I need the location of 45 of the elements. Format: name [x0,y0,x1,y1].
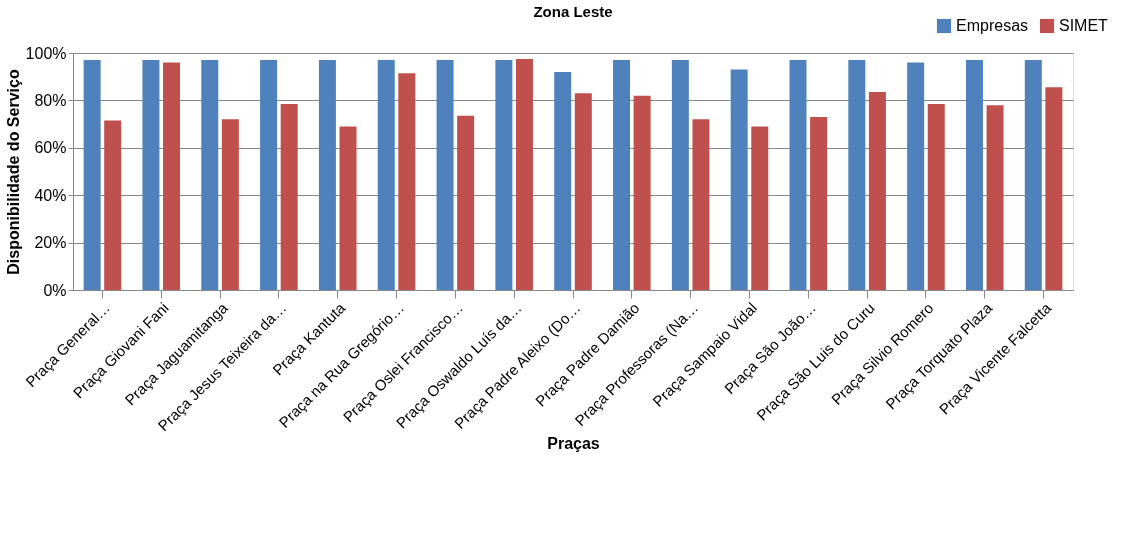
bar [751,126,769,290]
y-tick-label: 100% [25,44,67,62]
x-axis-title: Praças [547,435,600,453]
y-axis-title: Disponibilidade do Serviço [4,69,22,275]
bar [868,92,886,290]
bar [927,103,945,290]
legend-label: Empresas [956,17,1029,34]
bar [83,60,101,290]
bar [318,60,336,290]
bar [104,120,122,290]
y-tick-label: 80% [34,91,67,109]
bar [398,73,416,290]
chart-title: Zona Leste [533,3,613,20]
bar [280,103,298,290]
bar [142,60,160,290]
bar [515,58,533,290]
bar [986,105,1004,290]
bar [810,116,828,290]
bar [574,93,592,290]
bar [260,60,278,290]
bar [1024,60,1042,290]
bar [789,60,807,290]
y-tick-label: 60% [34,139,67,157]
bar [201,60,219,290]
bar [495,60,513,290]
bar [221,119,239,290]
bar [554,71,572,290]
bar [1045,87,1063,290]
bar [730,69,748,290]
bar [965,60,983,290]
bar [692,119,710,290]
y-tick-label: 20% [34,234,67,252]
bar [457,115,475,290]
bar [339,126,357,290]
bar [907,62,925,290]
bar [163,62,181,290]
bar [436,60,454,290]
legend-label: SIMET [1059,17,1109,34]
y-tick-label: 0% [43,281,67,299]
bar [633,95,651,290]
bar [848,60,866,290]
y-tick-label: 40% [34,186,67,204]
bar [671,60,689,290]
bar [613,60,631,290]
bar [377,60,395,290]
